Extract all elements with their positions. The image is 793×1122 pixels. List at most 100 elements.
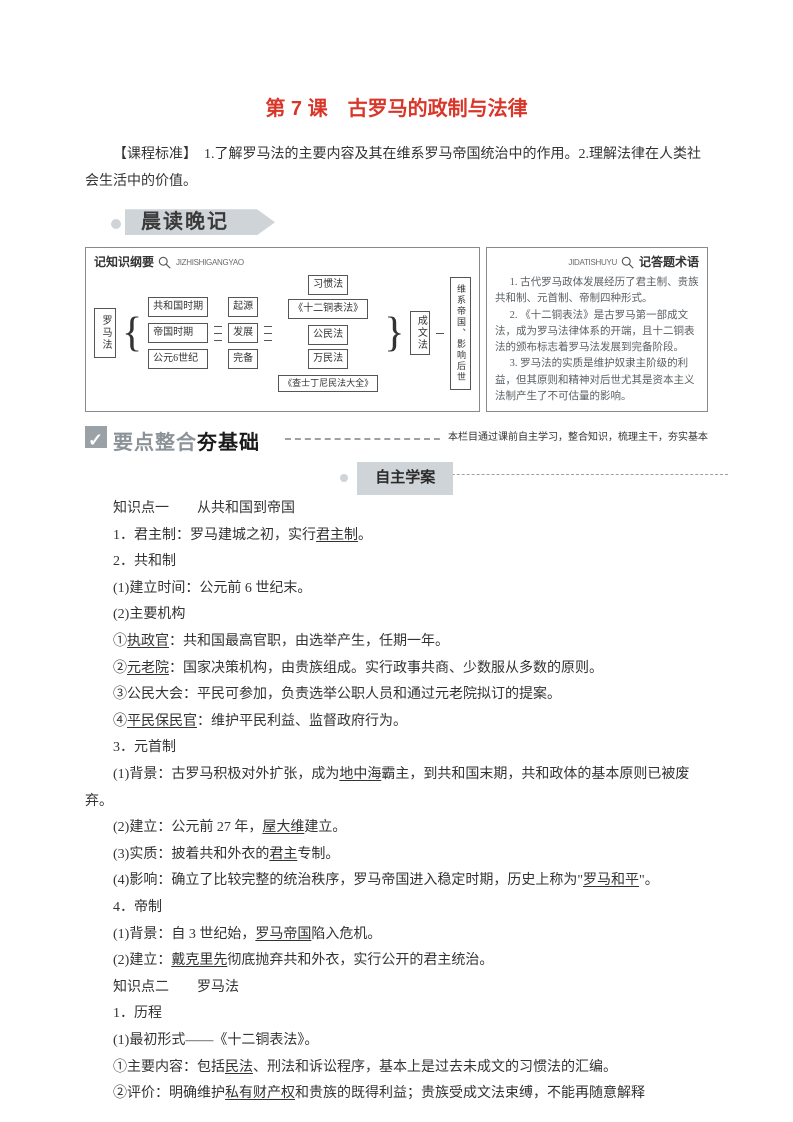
body-line: ②评价：明确维护私有财产权和贵族的既得利益；贵族受成文法束缚，不能再随意解释: [85, 1081, 708, 1108]
body-line: (1)最初形式——《十二铜表法》。: [85, 1028, 708, 1055]
concept-diagram: 罗马法 { 共和国时期 帝国时期 公元6世纪 起源 发展 完备: [94, 275, 471, 392]
body-line: (4)影响：确立了比较完整的统治秩序，罗马帝国进入稳定时期，历史上称为"罗马和平…: [85, 868, 708, 895]
dashed-rule-icon: [417, 474, 729, 475]
text-run: (1)背景：自 3 世纪始，: [113, 927, 255, 942]
self-study-banner: 自主学案: [85, 462, 708, 486]
key-points-banner: 要点整合夯基础 本栏目通过课前自主学习，整合知识，梳理主干，夯实基本: [85, 424, 708, 454]
underlined-term: 平民保民官: [127, 714, 197, 729]
connector-icon: [214, 333, 222, 334]
diagram-row: 共和国时期: [148, 297, 208, 317]
body-line: (1)背景：自 3 世纪始，罗马帝国陷入危机。: [85, 922, 708, 949]
underlined-term: 罗马帝国: [255, 927, 311, 942]
diagram-mid: 起源: [228, 297, 258, 317]
text-run: 陷入危机。: [311, 927, 381, 942]
left-header-pinyin: JIZHISHIGANGYAO: [176, 257, 244, 268]
underlined-term: 君主: [269, 847, 297, 862]
term-point: 3. 罗马法的实质是维护奴隶主阶级的利益，但其原则和精神对后世尤其是资本主义法制…: [495, 356, 699, 405]
magnifier-icon: [621, 256, 635, 270]
text-run: (4)影响：确立了比较完整的统治秩序，罗马帝国进入稳定时期，历史上称为": [113, 873, 583, 888]
lesson-title: 第 7 课 古罗马的政制与法律: [85, 90, 708, 128]
diagram-mid: 完备: [228, 349, 258, 369]
banner-text: 晨读晚记: [141, 209, 229, 235]
summary-two-column: 记知识纲要 JIZHISHIGANGYAO 罗马法 { 共和国时期 帝国时期 公…: [85, 247, 708, 412]
text-run: ：国家决策机构，由贵族组成。实行政事共商、少数服从多数的原则。: [169, 661, 603, 676]
body-line: (1)建立时间：公元前 6 世纪末。: [85, 576, 708, 603]
body-line: 1．君主制：罗马建城之初，实行君主制。: [85, 523, 708, 550]
text-run: ①主要内容：包括: [113, 1060, 225, 1075]
diagram-tail: 维系帝国、影响后世: [450, 277, 471, 390]
text-run: (2)建立：公元前 27 年，: [113, 820, 262, 835]
connector-icon: [214, 326, 222, 327]
bullet-dot-icon: [340, 474, 348, 482]
body-line: ①执政官：共和国最高官职，由选举产生，任期一年。: [85, 629, 708, 656]
key-points-title: 要点整合夯基础: [113, 424, 260, 462]
text-run: (3)实质：披着共和外衣的: [113, 847, 269, 862]
course-standard: 【课程标准】 1.了解罗马法的主要内容及其在维系罗马帝国统治中的作用。2.理解法…: [85, 142, 708, 195]
underlined-term: 君主制: [316, 528, 358, 543]
underlined-term: 地中海: [339, 767, 381, 782]
text-run: ：共和国最高官职，由选举产生，任期一年。: [169, 634, 449, 649]
right-header-zh: 记答题术语: [639, 254, 699, 271]
text-run: 、刑法和诉讼程序，基本上是过去未成文的习惯法的汇编。: [253, 1060, 617, 1075]
body-line: 3．元首制: [85, 735, 708, 762]
diagram-leaf: 习惯法: [308, 275, 348, 295]
text-run: (2)建立：: [113, 953, 171, 968]
text-run: 1．君主制：罗马建城之初，实行: [113, 528, 316, 543]
diagram-mid: 发展: [228, 323, 258, 343]
underlined-term: 屋大维: [262, 820, 304, 835]
underlined-term: 民法: [225, 1060, 253, 1075]
knowledge-point-heading: 知识点二 罗马法: [85, 975, 708, 1002]
underlined-term: 私有财产权: [225, 1086, 295, 1101]
connector-icon: [264, 333, 272, 334]
text-run: 建立。: [304, 820, 346, 835]
text-run: 和贵族的既得利益；贵族受成文法束缚，不能再随意解释: [295, 1086, 645, 1101]
body-line: ①主要内容：包括民法、刑法和诉讼程序，基本上是过去未成文的习惯法的汇编。: [85, 1055, 708, 1082]
text-run: 彻底抛弃共和外衣，实行公开的君主统治。: [227, 953, 493, 968]
underlined-term: 元老院: [127, 661, 169, 676]
diagram-row: 公元6世纪: [148, 349, 208, 369]
brace-icon: }: [384, 312, 404, 354]
underlined-term: 罗马和平: [583, 873, 639, 888]
body-line: (1)背景：古罗马积极对外扩张，成为地中海霸主，到共和国末期，共和政体的基本原则…: [85, 762, 708, 815]
connector-icon: [264, 340, 272, 341]
right-header-pinyin: JIDATISHUYU: [568, 257, 617, 268]
body-line: 4．帝制: [85, 895, 708, 922]
body-line: (2)建立：戴克里先彻底抛弃共和外衣，实行公开的君主统治。: [85, 948, 708, 975]
check-icon: [85, 426, 107, 448]
key-points-subtitle: 本栏目通过课前自主学习，整合知识，梳理主干，夯实基本: [442, 428, 708, 447]
text-run: "。: [639, 873, 659, 888]
diagram-chengwen: 成文法: [410, 311, 430, 355]
text-run: ②评价：明确维护: [113, 1086, 225, 1101]
connector-icon: [214, 340, 222, 341]
body-line: 2．共和制: [85, 549, 708, 576]
right-column-header: JIDATISHUYU 记答题术语: [495, 254, 699, 271]
diagram-row: 帝国时期: [148, 323, 208, 343]
underlined-term: 执政官: [127, 634, 169, 649]
body-line: ③公民大会：平民可参加，负责选举公职人员和通过元老院拟订的提案。: [85, 682, 708, 709]
term-point: 1. 古代罗马政体发展经历了君主制、贵族共和制、元首制、帝制四种形式。: [495, 275, 699, 308]
key-points-black: 夯基础: [197, 432, 260, 454]
magnifier-icon: [158, 256, 172, 270]
text-run: 专制。: [297, 847, 339, 862]
diagram-leaf: 公民法: [308, 325, 348, 345]
diagram-leaf: 万民法: [308, 349, 348, 369]
text-run: ：维护平民利益、监督政府行为。: [197, 714, 407, 729]
diagram-root: 罗马法: [94, 308, 116, 358]
text-run: 。: [358, 528, 372, 543]
term-point: 2. 《十二铜表法》是古罗马第一部成文法，成为罗马法律体系的开端，且十二铜表法的…: [495, 308, 699, 357]
bullet-dot-icon: [111, 219, 121, 229]
underlined-term: 戴克里先: [171, 953, 227, 968]
connector-icon: [436, 333, 444, 334]
body-line: ④平民保民官：维护平民利益、监督政府行为。: [85, 709, 708, 736]
knowledge-point-heading: 知识点一 从共和国到帝国: [85, 496, 708, 523]
body-line: (3)实质：披着共和外衣的君主专制。: [85, 842, 708, 869]
morning-reading-banner: 晨读晚记: [125, 209, 708, 239]
brace-icon: {: [122, 312, 142, 354]
body-line: ②元老院：国家决策机构，由贵族组成。实行政事共商、少数服从多数的原则。: [85, 656, 708, 683]
text-run: (1)背景：古罗马积极对外扩张，成为: [113, 767, 339, 782]
connector-icon: [264, 326, 272, 327]
left-column-header: 记知识纲要 JIZHISHIGANGYAO: [94, 254, 471, 271]
self-study-label: 自主学案: [357, 462, 453, 495]
body-line: 1．历程: [85, 1001, 708, 1028]
diagram-leaf: 《查士丁尼民法大全》: [278, 375, 378, 392]
